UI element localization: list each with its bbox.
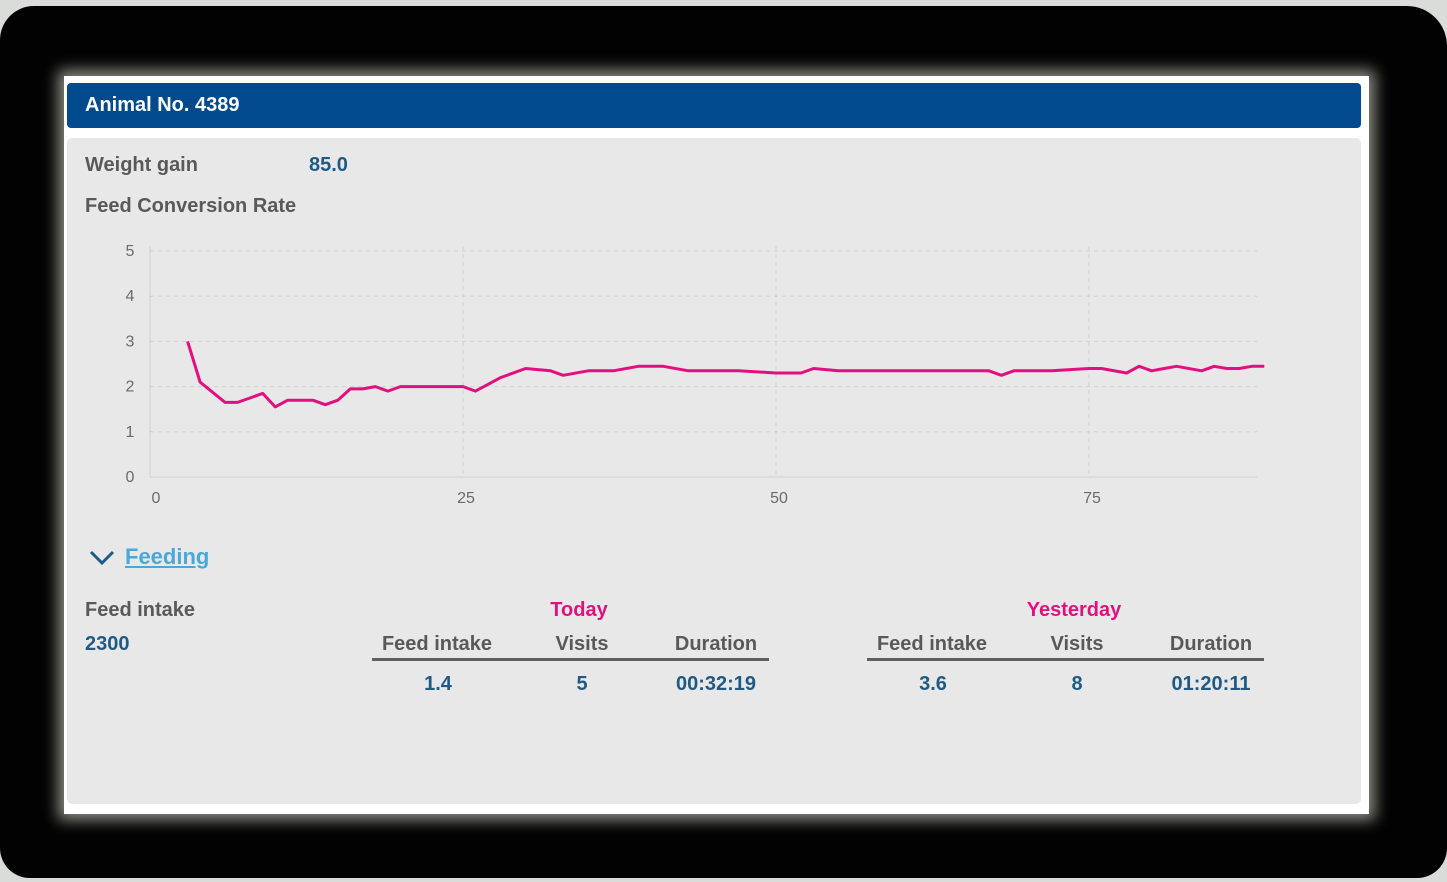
today-duration-value: 00:32:19 <box>675 673 757 695</box>
today-visits-value: 5 <box>576 673 588 695</box>
yesterday-feed-intake-value: 3.6 <box>919 673 947 695</box>
y-tick-label: 1 <box>126 424 135 441</box>
chevron-down-icon[interactable] <box>89 547 115 567</box>
screen: Animal No. 4389 Weight gain 85.0 Feed Co… <box>64 76 1369 814</box>
feeding-link[interactable]: Feeding <box>125 544 210 569</box>
today-visits-header: Visits <box>555 633 609 655</box>
x-tick-label: 25 <box>457 490 475 507</box>
chart-grid <box>150 246 1257 477</box>
y-tick-label: 3 <box>126 333 135 350</box>
yesterday-duration-value: 01:20:11 <box>1171 673 1251 695</box>
x-axis-ticks: 0 25 50 75 <box>152 490 1101 507</box>
feeding-toggle[interactable]: Feeding <box>89 544 209 570</box>
x-tick-label: 50 <box>770 490 788 507</box>
today-duration-header: Duration <box>674 633 758 655</box>
yesterday-visits-value: 8 <box>1071 673 1083 695</box>
y-tick-label: 4 <box>126 288 135 305</box>
today-divider <box>372 658 769 661</box>
x-tick-label: 0 <box>152 490 161 507</box>
feed-intake-value: 2300 <box>85 633 130 655</box>
today-title: Today <box>550 599 608 621</box>
y-tick-label: 2 <box>126 379 135 396</box>
yesterday-visits-header: Visits <box>1050 633 1104 655</box>
chart-axes <box>149 246 1257 478</box>
yesterday-divider <box>867 658 1264 661</box>
weight-gain-value: 85.0 <box>309 154 348 176</box>
fcr-label: Feed Conversion Rate <box>85 195 297 217</box>
y-tick-label: 0 <box>126 469 135 486</box>
x-tick-label: 75 <box>1083 490 1101 507</box>
weight-gain-label: Weight gain <box>85 154 198 176</box>
yesterday-duration-header: Duration <box>1169 633 1253 655</box>
yesterday-feed-intake-header: Feed intake <box>876 633 988 655</box>
today-feed-intake-value: 1.4 <box>424 673 452 695</box>
feed-intake-label: Feed intake <box>85 599 196 621</box>
y-tick-label: 5 <box>126 243 135 260</box>
today-feed-intake-header: Feed intake <box>381 633 493 655</box>
animal-header: Animal No. 4389 <box>67 83 1361 128</box>
y-axis-ticks: 0 1 2 3 4 5 <box>126 243 135 486</box>
yesterday-title: Yesterday <box>1026 599 1122 621</box>
fcr-series-line <box>186 340 1265 409</box>
device-frame: Animal No. 4389 Weight gain 85.0 Feed Co… <box>0 6 1447 878</box>
fcr-chart: 0 1 2 3 4 5 0 25 50 75 <box>126 243 1265 507</box>
